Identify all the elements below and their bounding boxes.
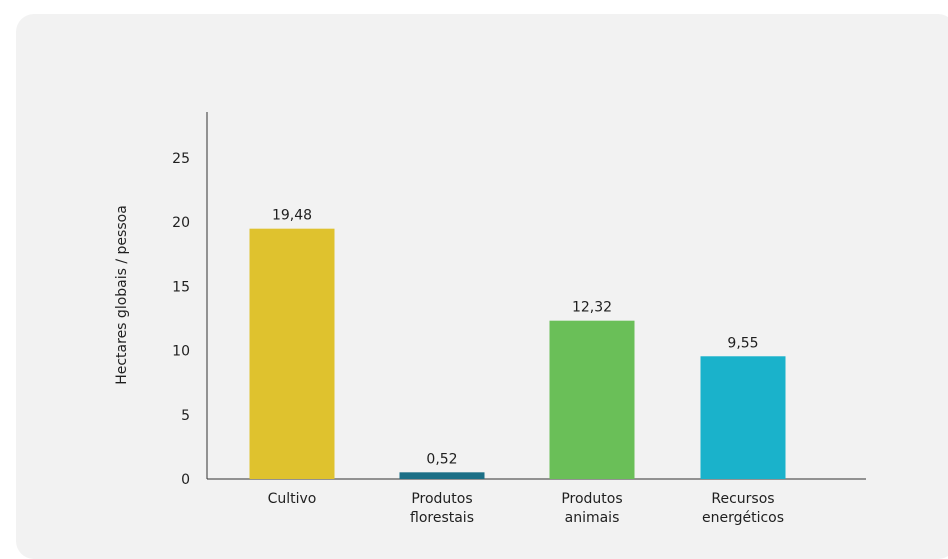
y-tick-label: 5: [181, 408, 190, 424]
x-tick-label: Recursos: [711, 491, 774, 507]
bar: [550, 321, 635, 479]
bar: [250, 229, 335, 479]
y-tick-label: 20: [172, 215, 190, 231]
data-label: 12,32: [572, 300, 612, 316]
x-tick-label: florestais: [410, 510, 474, 526]
value-labels: 19,48 0,52 12,32 9,55: [272, 208, 759, 468]
data-label: 19,48: [272, 208, 312, 224]
category-labels: Cultivo Produtos florestais Produtos animais…: [268, 491, 784, 526]
bar: [701, 356, 786, 479]
x-tick-label: Cultivo: [268, 491, 317, 507]
y-tick-label: 25: [172, 151, 190, 167]
data-label: 9,55: [727, 335, 758, 351]
y-tick-label: 15: [172, 279, 190, 295]
x-tick-label: Produtos: [411, 491, 472, 507]
x-tick-label: energéticos: [702, 510, 784, 526]
y-tick-label: 0: [181, 472, 190, 488]
bar: [400, 472, 485, 479]
y-tick-label: 10: [172, 344, 190, 360]
x-tick-label: Produtos: [561, 491, 622, 507]
chart-bars: [250, 229, 786, 479]
y-axis-title: Hectares globais / pessoa: [114, 205, 130, 385]
data-label: 0,52: [426, 451, 457, 467]
x-tick-label: animais: [565, 510, 620, 526]
y-tick-labels: 0 5 10 15 20 25: [172, 151, 190, 488]
